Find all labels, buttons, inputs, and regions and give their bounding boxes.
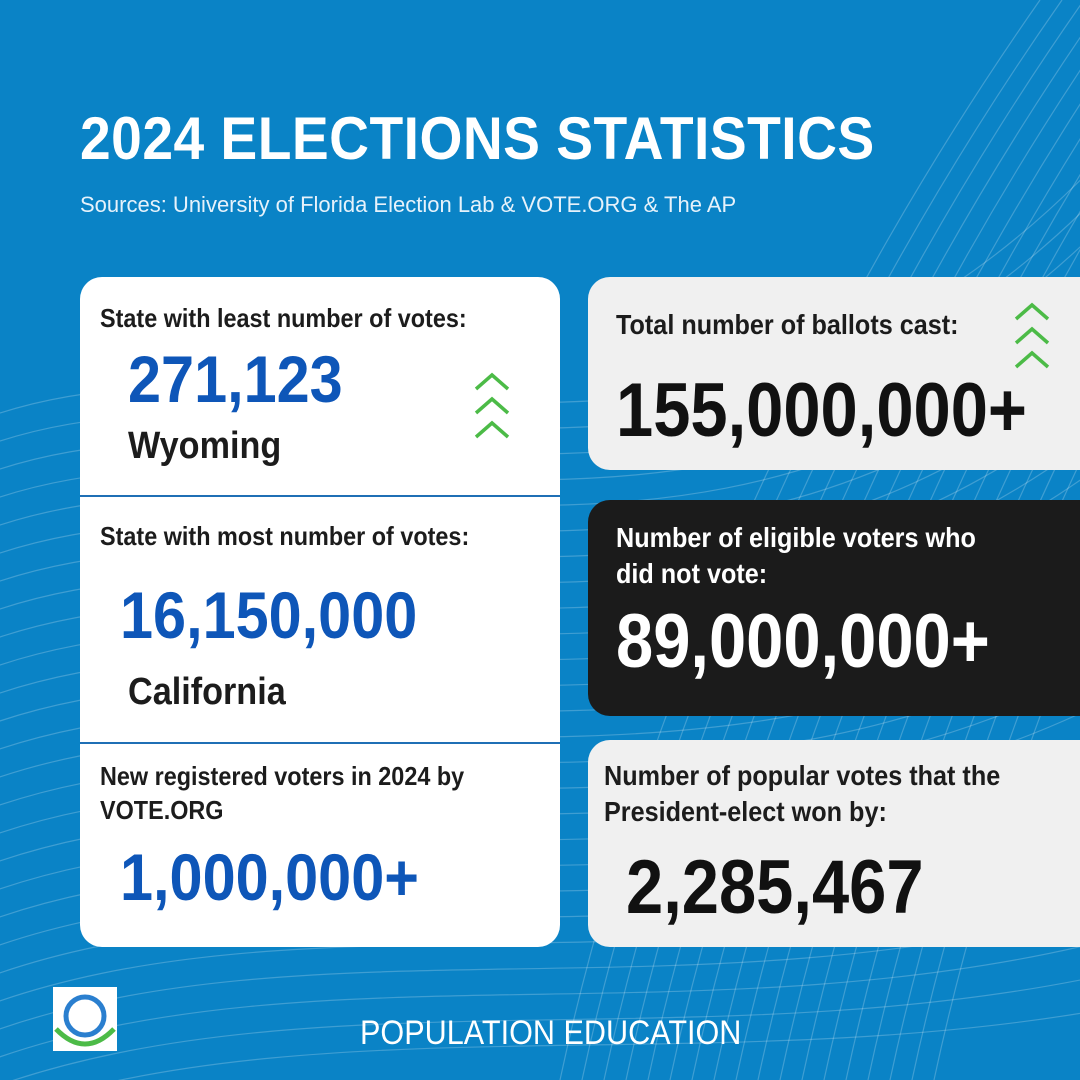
most-votes-state: California: [128, 671, 286, 713]
did-not-vote-label-line1: Number of eligible voters who: [616, 522, 976, 553]
page-title: 2024 ELECTIONS STATISTICS: [80, 105, 875, 172]
did-not-vote-label-line2: did not vote:: [616, 558, 768, 589]
popular-vote-margin-card: Number of popular votes that the Preside…: [588, 740, 1080, 947]
most-votes-label: State with most number of votes:: [100, 521, 470, 551]
popular-margin-label-line1: Number of popular votes that the: [604, 760, 1001, 791]
most-votes-value: 16,150,000: [120, 578, 418, 652]
triple-chevron-up-icon: [474, 372, 510, 439]
popular-margin-label-line2: President-elect won by:: [604, 796, 887, 827]
new-registered-value: 1,000,000+: [120, 840, 419, 914]
ballots-cast-card: Total number of ballots cast: 155,000,00…: [588, 277, 1080, 470]
did-not-vote-card: Number of eligible voters who did not vo…: [588, 500, 1080, 716]
ballots-cast-value: 155,000,000+: [616, 368, 1027, 453]
triple-chevron-up-icon: [1014, 302, 1050, 369]
new-registered-label-line2: VOTE.ORG: [100, 795, 224, 825]
new-registered-label-line1: New registered voters in 2024 by: [100, 761, 465, 791]
population-education-logo: [53, 987, 117, 1051]
section-divider: [80, 495, 560, 497]
least-votes-value: 271,123: [128, 342, 343, 416]
popular-margin-value: 2,285,467: [626, 845, 924, 930]
sources-text: Sources: University of Florida Election …: [80, 192, 737, 217]
did-not-vote-value: 89,000,000+: [616, 599, 990, 684]
section-divider: [80, 742, 560, 744]
least-votes-label: State with least number of votes:: [100, 303, 467, 333]
organization-name: POPULATION EDUCATION: [360, 1014, 742, 1052]
left-stats-card: State with least number of votes: 271,12…: [80, 277, 560, 947]
least-votes-state: Wyoming: [128, 425, 282, 467]
ballots-cast-label: Total number of ballots cast:: [616, 309, 959, 340]
